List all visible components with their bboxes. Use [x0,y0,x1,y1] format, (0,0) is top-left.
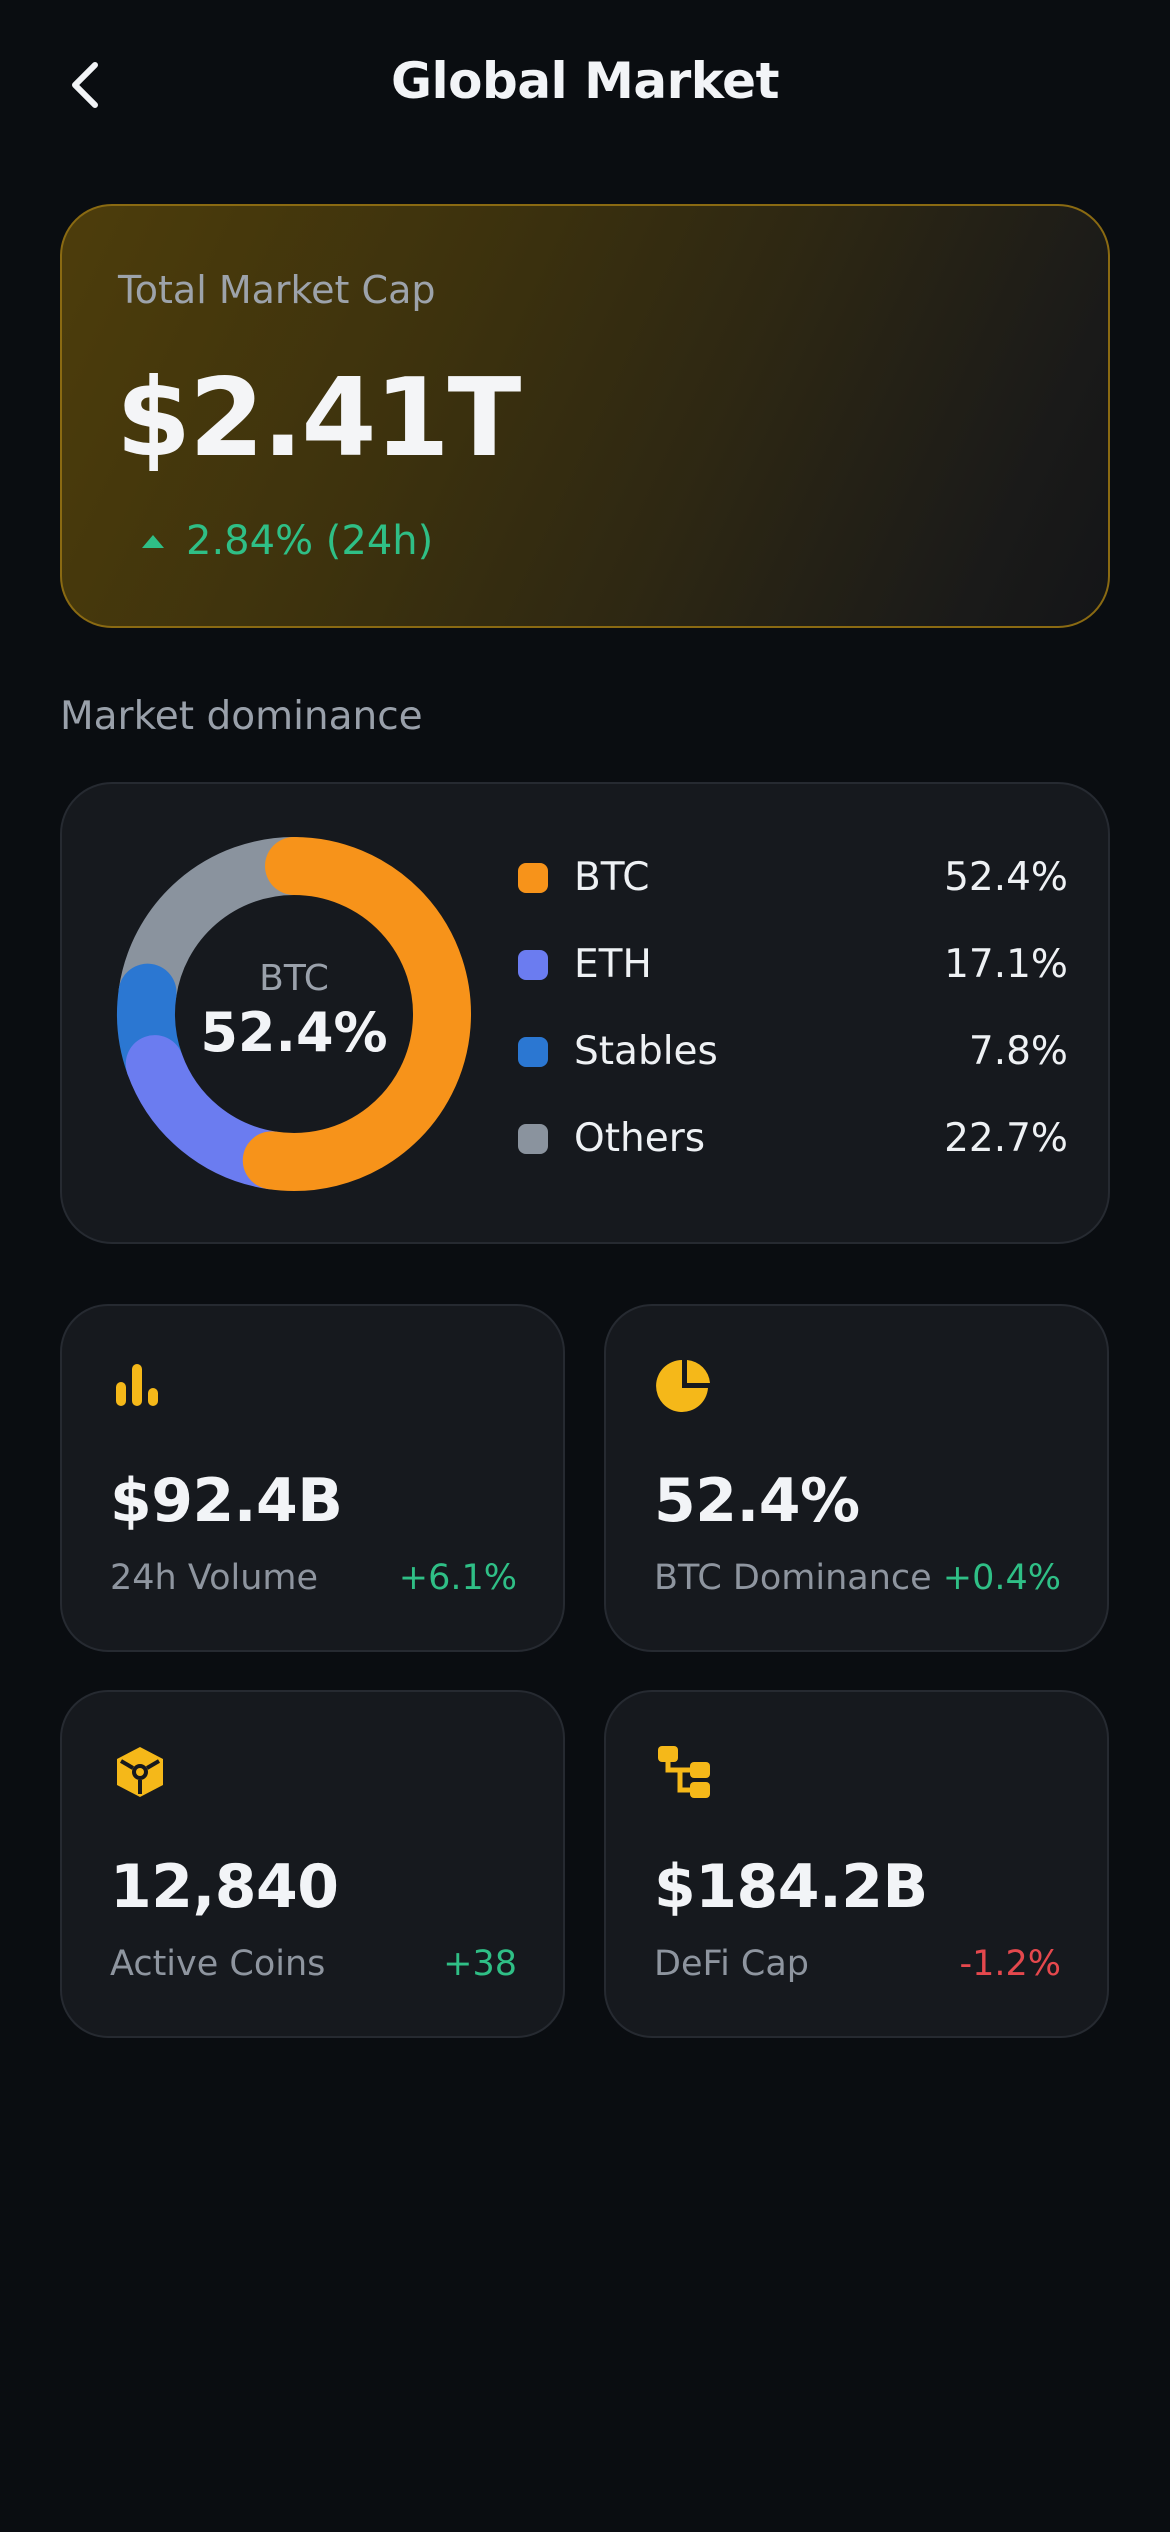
stat-label: BTC Dominance [654,1558,932,1598]
stat-value: 52.4% [654,1466,860,1536]
legend-name: Others [574,1116,706,1161]
chevron-left-icon [72,62,98,108]
market-cap-change-text: 2.84% (24h) [186,518,434,564]
stat-change: -1.2% [959,1944,1061,1984]
market-cap-label: Total Market Cap [118,268,436,312]
stat-footer: BTC Dominance +0.4% [654,1558,1061,1598]
legend-name: BTC [574,855,650,900]
legend-swatch [518,1036,548,1067]
stat-value: 12,840 [110,1852,339,1922]
stat-card-24h-volume[interactable]: $92.4B 24h Volume +6.1% [60,1304,565,1652]
stat-change: +6.1% [398,1558,517,1598]
stat-label: DeFi Cap [654,1944,810,1984]
legend-percent: 52.4% [944,855,1068,900]
stat-card-active-coins[interactable]: 12,840 Active Coins +38 [60,1690,565,2038]
donut-center: BTC 52.4% [116,836,472,1192]
donut-center-label: BTC [259,958,329,999]
total-market-cap-card[interactable]: Total Market Cap $2.41T 2.84% (24h) [60,204,1110,628]
pie-chart-icon [656,1360,710,1412]
legend-item-btc: BTC 52.4% [518,834,1068,921]
stat-footer: Active Coins +38 [110,1944,517,1984]
stat-label: 24h Volume [110,1558,319,1598]
legend-percent: 17.1% [944,942,1068,987]
market-cap-change: 2.84% (24h) [142,518,433,564]
page-title: Global Market [391,52,779,110]
stat-card-defi-cap[interactable]: $184.2B DeFi Cap -1.2% [604,1690,1109,2038]
stat-label: Active Coins [110,1944,326,1984]
stat-change: +0.4% [942,1558,1061,1598]
legend-percent: 22.7% [944,1116,1068,1161]
network-icon [658,1746,710,1798]
donut-segment-btc [242,837,471,1191]
bar-chart-icon [116,1364,158,1406]
dominance-donut-chart [117,837,471,1191]
section-title-dominance: Market dominance [60,694,423,739]
legend-swatch [518,949,548,980]
stat-change: +38 [443,1944,517,1984]
market-dominance-card[interactable]: BTC 52.4% BTC 52.4% ETH 17.1% Stables 7.… [60,782,1110,1244]
legend-name: ETH [574,942,652,987]
donut-center-value: 52.4% [200,1001,388,1064]
triangle-up-icon [142,534,164,548]
stat-value: $184.2B [654,1852,928,1922]
legend-swatch [518,1123,548,1154]
legend-item-others: Others 22.7% [518,1095,1068,1182]
stat-value: $92.4B [110,1466,343,1536]
market-cap-value: $2.41T [116,356,521,481]
legend-item-stables: Stables 7.8% [518,1008,1068,1095]
stat-footer: DeFi Cap -1.2% [654,1944,1061,1984]
stat-card-btc-dominance[interactable]: 52.4% BTC Dominance +0.4% [604,1304,1109,1652]
header: Global Market [0,0,1170,170]
dominance-legend: BTC 52.4% ETH 17.1% Stables 7.8% Others … [518,834,1068,1182]
back-button[interactable] [50,45,120,125]
legend-swatch [518,862,548,893]
legend-name: Stables [574,1029,718,1074]
legend-percent: 7.8% [968,1029,1068,1074]
legend-item-eth: ETH 17.1% [518,921,1068,1008]
cube-icon [117,1747,163,1797]
stat-footer: 24h Volume +6.1% [110,1558,517,1598]
